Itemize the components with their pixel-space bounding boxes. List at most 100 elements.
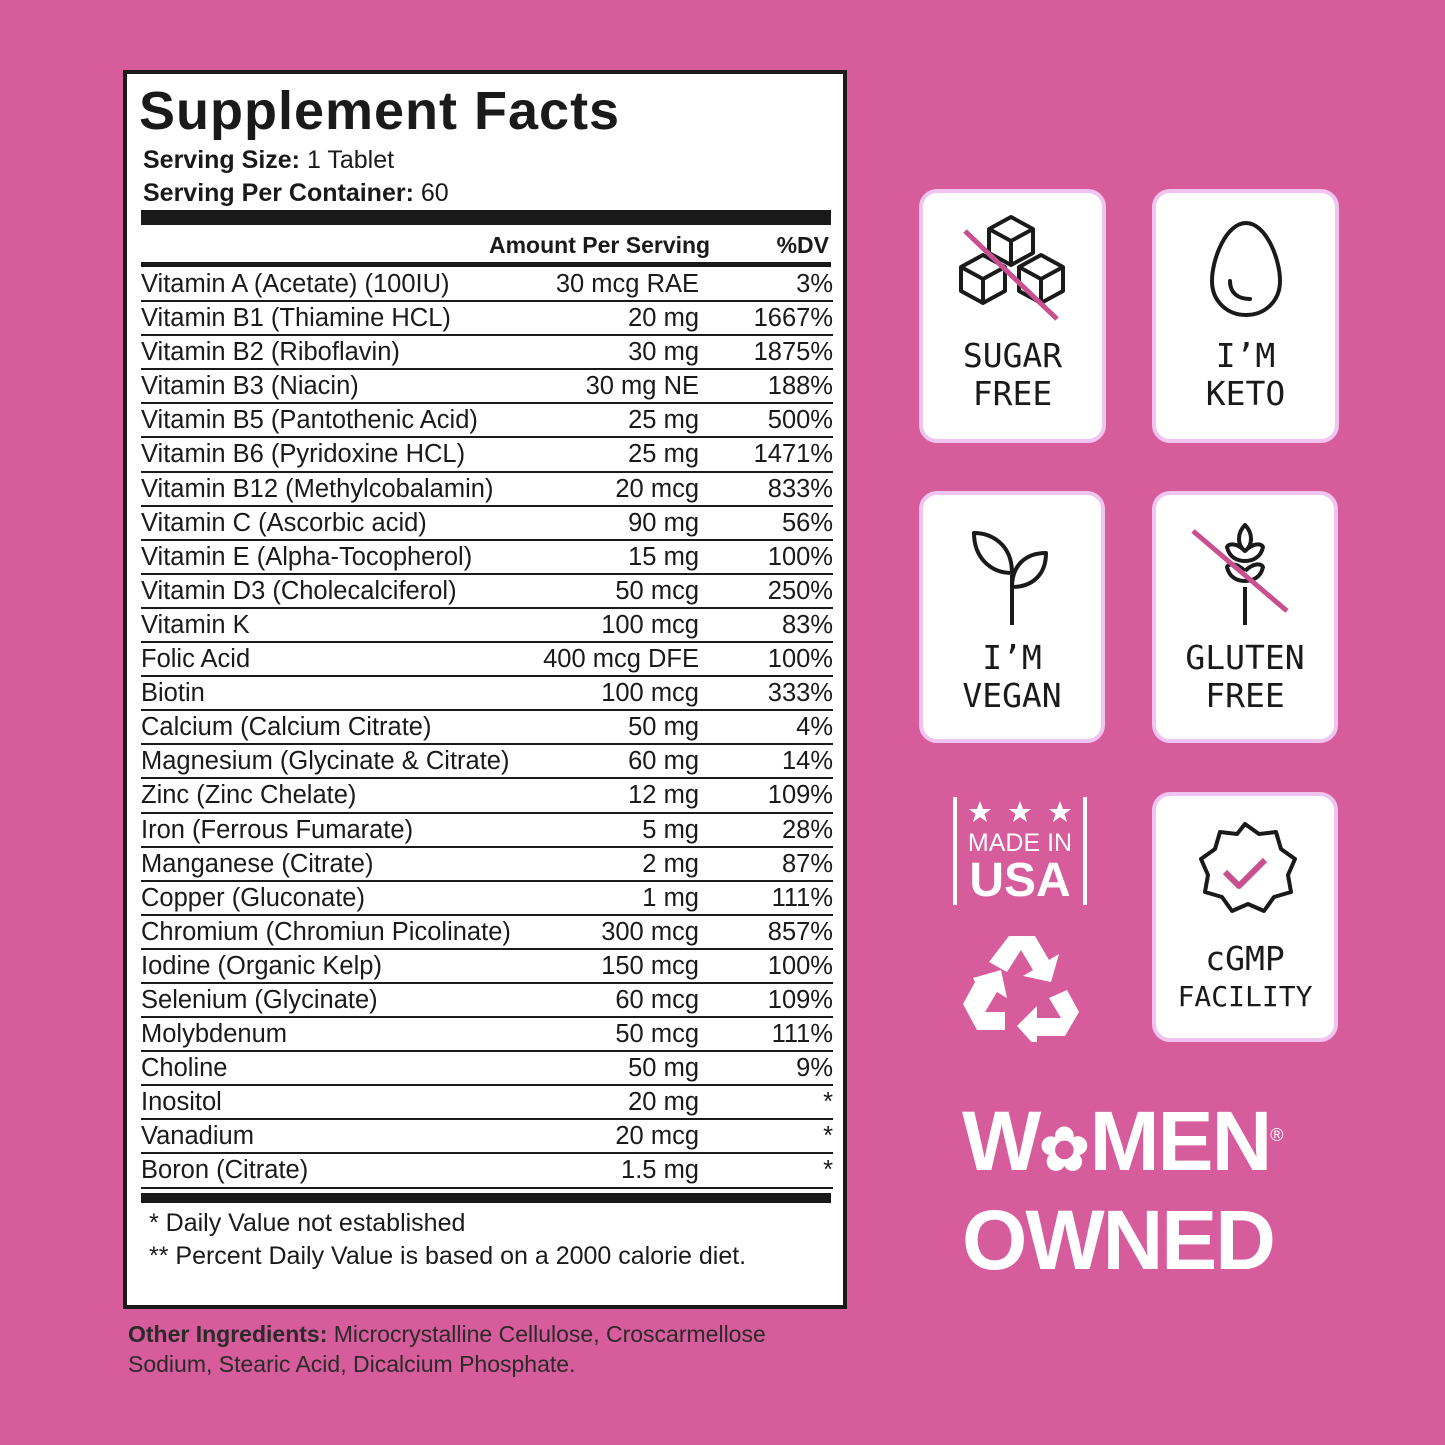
stars-icon (969, 801, 1071, 822)
made-in-usa-logo: MADE IN USA (953, 797, 1087, 905)
nutrient-name: Vitamin B12 (Methylcobalamin) (141, 474, 494, 503)
nutrient-amount: 300 mcg (601, 917, 699, 946)
nutrient-amount: 5 mg (642, 815, 699, 844)
owned-text: OWNED (962, 1193, 1276, 1287)
nutrient-amount: 30 mcg RAE (555, 270, 699, 298)
nutrient-amount: 20 mcg (615, 474, 699, 503)
badge-label-line2: KETO (1205, 374, 1286, 413)
nutrient-row: Vitamin B1 (Thiamine HCL) 20 mg 1667% (141, 302, 833, 337)
nutrient-row: Choline 50 mg 9% (141, 1052, 833, 1087)
nutrient-name: Iron (Ferrous Fumarate) (141, 815, 414, 844)
other-ingredients: Other Ingredients: Microcrystalline Cell… (128, 1319, 848, 1379)
nutrient-amount: 100 mcg (601, 679, 699, 708)
badge-vegan: I’M VEGAN (919, 491, 1105, 743)
nutrient-amount: 2 mg (642, 849, 699, 878)
nutrient-name: Manganese (Citrate) (141, 849, 374, 878)
nutrient-row: Vanadium 20 mcg * (141, 1120, 833, 1155)
badge-label-line2: FACILITY (1177, 980, 1313, 1013)
nutrient-dv: 14% (781, 747, 833, 776)
flower-dots-icon: ✿ (1039, 1116, 1090, 1183)
nutrient-row: Vitamin D3 (Cholecalciferol) 50 mcg 250% (141, 575, 833, 609)
nutrient-dv: 109% (767, 781, 833, 810)
nutrient-amount: 25 mg (628, 440, 699, 469)
nutrient-name: Vitamin A (Acetate) (100IU) (141, 270, 450, 298)
divider-bottom (141, 1193, 831, 1203)
divider-thick (141, 210, 831, 225)
nutrient-dv: 333% (767, 679, 833, 708)
nutrient-row: Calcium (Calcium Citrate) 50 mg 4% (141, 711, 833, 746)
made-in-text: MADE IN (967, 829, 1073, 857)
nutrient-dv: 1875% (753, 338, 833, 367)
badge-label-line1: cGMP (1205, 939, 1285, 978)
badge-label-line1: I’M (982, 638, 1042, 677)
servings-per-container: Serving Per Container: 60 (143, 179, 449, 208)
nutrient-dv: 857% (767, 917, 833, 946)
sprout-icon (972, 531, 1048, 625)
nutrient-name: Magnesium (Glycinate & Citrate) (141, 747, 510, 776)
nutrient-name: Boron (Citrate) (141, 1156, 309, 1185)
nutrient-name: Zinc (Zinc Chelate) (141, 781, 357, 810)
nutrient-dv: 100% (767, 645, 833, 674)
nutrient-amount: 1.5 mg (621, 1156, 699, 1185)
panel-title: Supplement Facts (139, 81, 621, 141)
nutrient-name: Vanadium (141, 1122, 254, 1151)
nutrient-amount: 60 mcg (615, 985, 699, 1014)
nutrient-amount: 50 mcg (615, 1020, 699, 1049)
nutrient-amount: 25 mg (628, 406, 699, 435)
nutrient-row: Vitamin C (Ascorbic acid) 90 mg 56% (141, 507, 833, 541)
nutrient-amount: 20 mg (628, 1088, 699, 1117)
nutrient-name: Molybdenum (141, 1020, 287, 1049)
recycle-icon (963, 936, 1079, 1042)
nutrient-name: Choline (141, 1054, 228, 1083)
nutrient-row: Copper (Gluconate) 1 mg 111% (141, 882, 833, 916)
nutrient-row: Manganese (Citrate) 2 mg 87% (141, 848, 833, 882)
nutrient-name: Vitamin D3 (Cholecalciferol) (141, 576, 457, 605)
nutrient-dv: 100% (767, 951, 833, 980)
nutrient-row: Vitamin B5 (Pantothenic Acid) 25 mg 500% (141, 404, 833, 439)
servings-value: 60 (420, 179, 449, 207)
nutrient-row: Molybdenum 50 mcg 111% (141, 1018, 833, 1053)
col-dv-header: %DV (776, 232, 829, 258)
nutrient-dv: 1667% (753, 304, 833, 333)
nutrient-row: Iron (Ferrous Fumarate) 5 mg 28% (141, 814, 833, 848)
nutrient-dv: 833% (767, 474, 833, 503)
nutrient-dv: * (823, 1088, 833, 1117)
nutrient-dv: 56% (781, 508, 833, 537)
registered-mark: ® (1270, 1125, 1283, 1145)
nutrient-name: Biotin (141, 679, 205, 708)
nutrient-row: Chromium (Chromiun Picolinate) 300 mcg 857… (141, 916, 833, 950)
nutrient-name: Iodine (Organic Kelp) (141, 951, 382, 980)
other-ingredients-text: Microcrystalline Cellulose, Croscarmello… (128, 1321, 766, 1377)
serving-size: Serving Size: 1 Tablet (143, 146, 394, 175)
nutrient-amount: 30 mg NE (585, 372, 699, 401)
badge-label-line2: FREE (972, 374, 1053, 413)
women-text: W✿MEN® (962, 1090, 1284, 1195)
nutrient-amount: 50 mcg (615, 576, 699, 605)
nutrient-dv: 111% (771, 1020, 833, 1049)
nutrient-dv: 111% (771, 883, 833, 912)
nutrient-row: Vitamin B12 (Methylcobalamin) 20 mcg 833% (141, 473, 833, 507)
usa-frame (953, 797, 1087, 905)
nutrient-row: Vitamin E (Alpha-Tocopherol) 15 mg 100% (141, 541, 833, 575)
nutrient-amount: 150 mcg (601, 951, 699, 980)
nutrient-dv: 28% (781, 815, 833, 844)
nutrient-amount: 60 mg (628, 747, 699, 776)
nutrient-dv: 9% (796, 1054, 833, 1083)
badge-keto: I’M KETO (1152, 189, 1339, 443)
nutrient-row: Biotin 100 mcg 333% (141, 677, 833, 712)
nutrient-row: Magnesium (Glycinate & Citrate) 60 mg 14% (141, 745, 833, 780)
nutrient-name: Folic Acid (141, 645, 251, 674)
supplement-facts-panel: Supplement Facts Serving Size: 1 Tablet … (123, 70, 847, 1309)
nutrient-amount: 1 mg (642, 883, 699, 912)
badge-label-line1: I’M (1215, 336, 1276, 375)
badge-sugar-free: SUGAR FREE (919, 189, 1106, 443)
badge-label-line2: VEGAN (962, 676, 1062, 715)
nutrient-amount: 30 mg (628, 338, 699, 367)
nutrient-amount: 20 mcg (615, 1122, 699, 1151)
nutrient-amount: 400 mcg DFE (543, 645, 699, 674)
nutrient-name: Vitamin K (141, 610, 250, 639)
nutrient-name: Vitamin B1 (Thiamine HCL) (141, 304, 451, 333)
serving-size-label: Serving Size: (143, 146, 300, 174)
nutrient-name: Vitamin B2 (Riboflavin) (141, 338, 400, 367)
nutrient-row: Vitamin A (Acetate) (100IU) 30 mcg RAE 3% (141, 268, 833, 303)
